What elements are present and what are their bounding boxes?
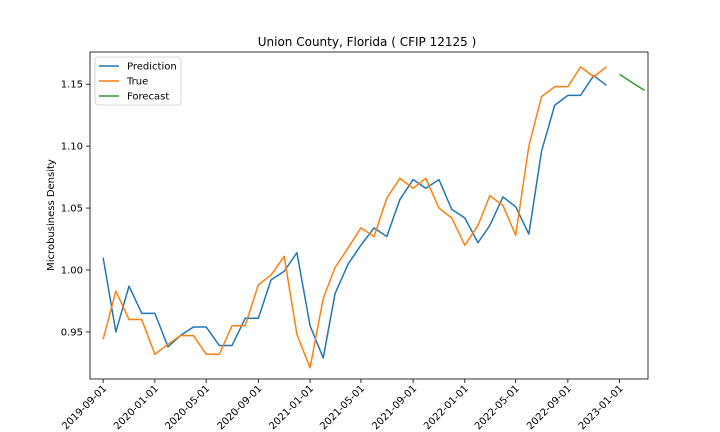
x-tick-label: 2021-09-01 — [370, 383, 419, 432]
legend-box — [94, 56, 182, 106]
x-tick-label: 2020-09-01 — [216, 383, 265, 432]
y-tick-label: 1.15 — [61, 80, 83, 91]
x-axis: 2019-09-01 2020-01-01 2020-05-01 2020-09-01… — [60, 379, 626, 432]
legend: Prediction True Forecast — [94, 56, 182, 106]
y-axis-label: Microbusiness Density — [46, 159, 57, 271]
series-line-true — [102, 66, 607, 369]
plot-frame — [89, 51, 649, 380]
y-tick-label: 0.95 — [61, 327, 83, 338]
legend-label-true: True — [126, 77, 148, 88]
x-tick-label: 2021-01-01 — [267, 383, 316, 432]
legend-label-prediction: Prediction — [127, 62, 177, 73]
y-tick-label: 1.10 — [61, 142, 83, 153]
x-tick-label: 2022-09-01 — [525, 383, 574, 432]
y-tick-label: 1.05 — [61, 204, 83, 215]
x-tick-label: 2020-05-01 — [163, 383, 212, 432]
chart-title: Union County, Florida ( CFIP 12125 ) — [258, 35, 477, 49]
x-tick-label: 2020-01-01 — [112, 383, 161, 432]
x-tick-label: 2019-09-01 — [60, 383, 109, 432]
y-tick-label: 1.00 — [61, 266, 83, 277]
series-line-prediction — [102, 74, 607, 359]
series-line-forecast — [619, 73, 646, 92]
x-tick-label: 2022-05-01 — [473, 383, 522, 432]
y-axis: 0.95 1.00 1.05 1.10 1.15 — [61, 80, 90, 338]
legend-label-forecast: Forecast — [127, 92, 169, 103]
x-tick-label: 2021-05-01 — [318, 383, 367, 432]
x-tick-label: 2022-01-01 — [422, 383, 471, 432]
x-tick-label: 2023-01-01 — [577, 383, 626, 432]
plot-lines — [102, 66, 646, 369]
